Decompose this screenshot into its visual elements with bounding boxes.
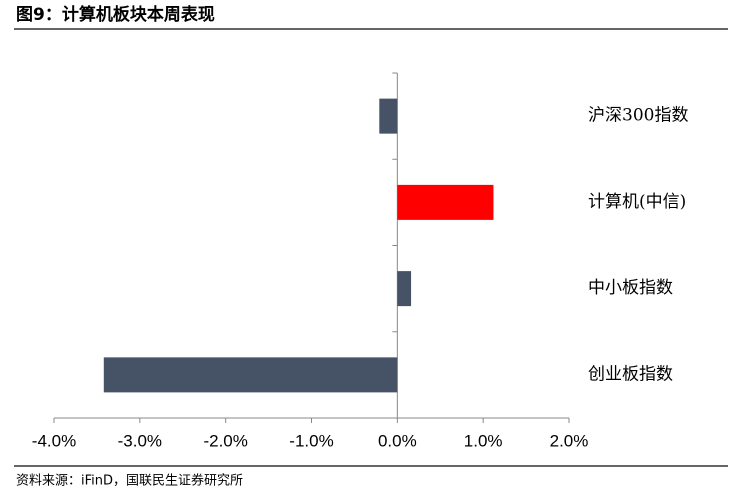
category-label: 计算机(中信) xyxy=(588,192,686,212)
x-tick-label: -1.0% xyxy=(289,431,333,450)
source-note: 资料来源：iFinD，国联民生证券研究所 xyxy=(16,473,243,489)
chart-title: 图9：计算机板块本周表现 xyxy=(16,4,215,25)
category-label: 创业板指数 xyxy=(588,364,673,384)
bar xyxy=(397,271,412,307)
x-tick-label: 0.0% xyxy=(378,431,417,450)
bar xyxy=(379,98,398,134)
x-tick-label: -3.0% xyxy=(118,431,162,450)
bar xyxy=(397,184,494,220)
bar xyxy=(103,357,398,393)
x-tick-label: 1.0% xyxy=(464,431,503,450)
x-tick-label: 2.0% xyxy=(550,431,589,450)
category-label: 中小板指数 xyxy=(588,278,673,298)
x-tick-label: -2.0% xyxy=(203,431,247,450)
category-label: 沪深300指数 xyxy=(588,106,688,126)
x-tick-label: -4.0% xyxy=(32,431,76,450)
